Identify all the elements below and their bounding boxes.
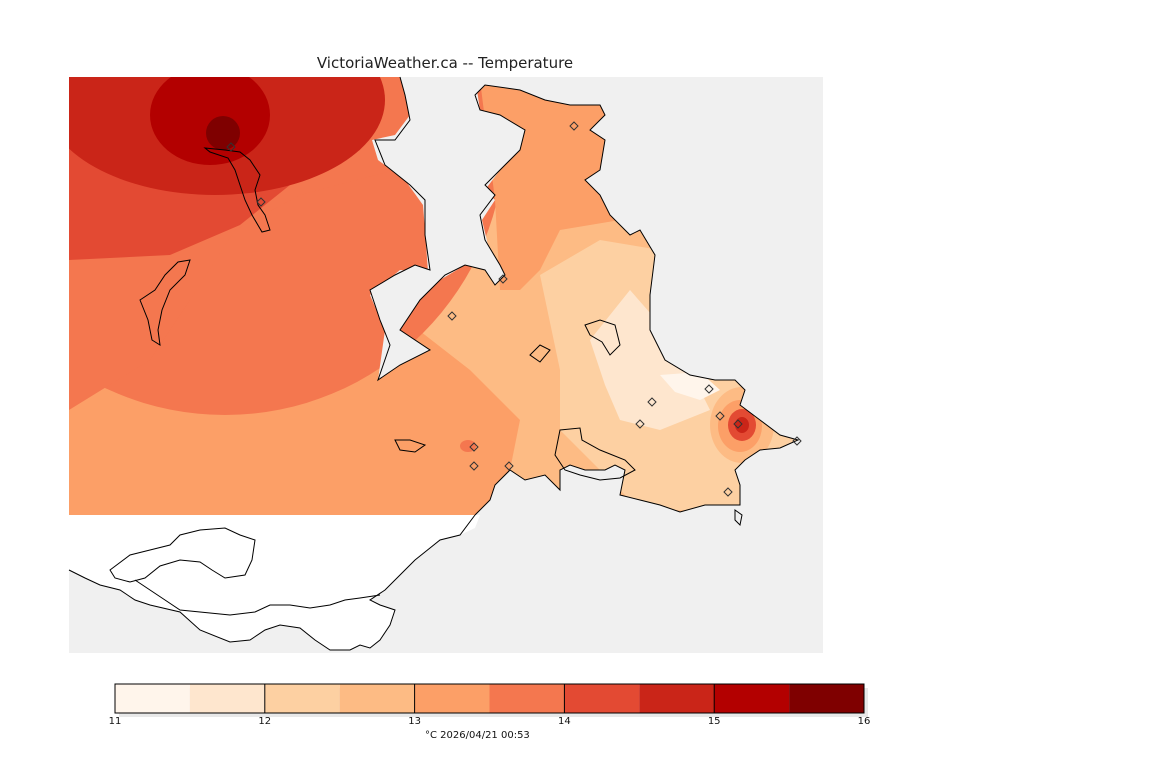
station-marker[interactable] bbox=[498, 274, 508, 284]
station-marker[interactable] bbox=[723, 487, 733, 497]
legend-tick-label: 11 bbox=[108, 716, 122, 727]
station-marker[interactable] bbox=[704, 384, 714, 394]
inlet-water bbox=[370, 77, 525, 380]
color-legend bbox=[114, 683, 868, 717]
legend-swatch bbox=[264, 684, 340, 713]
station-marker[interactable] bbox=[647, 397, 657, 407]
legend-tick-label: 14 bbox=[558, 716, 571, 727]
legend-swatch bbox=[714, 684, 790, 713]
legend-swatch bbox=[789, 684, 864, 713]
coastlines bbox=[68, 76, 800, 651]
legend-swatch bbox=[639, 684, 715, 713]
station-marker[interactable] bbox=[715, 411, 725, 421]
legend-tick-label: 15 bbox=[707, 716, 721, 727]
south-land bbox=[69, 515, 480, 650]
legend-swatch bbox=[489, 684, 565, 713]
legend-tick-label: 12 bbox=[258, 716, 272, 727]
map-title: VictoriaWeather.ca -- Temperature bbox=[316, 54, 574, 72]
legend-tick-label: 16 bbox=[857, 716, 871, 727]
station-marker[interactable] bbox=[256, 197, 266, 207]
station-marker[interactable] bbox=[226, 142, 236, 152]
temperature-field bbox=[69, 77, 798, 515]
station-marker[interactable] bbox=[469, 461, 479, 471]
legend-swatch bbox=[339, 684, 415, 713]
legend-border bbox=[114, 683, 865, 714]
station-marker[interactable] bbox=[792, 436, 802, 446]
weather-stations bbox=[226, 121, 802, 497]
legend-swatch bbox=[115, 684, 190, 713]
station-marker[interactable] bbox=[635, 419, 645, 429]
legend-swatch bbox=[189, 684, 265, 713]
legend-swatch bbox=[564, 684, 640, 713]
station-marker[interactable] bbox=[733, 419, 743, 429]
legend-unit-time: °C 2026/04/21 00:53 bbox=[425, 730, 530, 741]
station-marker[interactable] bbox=[569, 121, 579, 131]
legend-tick-label: 13 bbox=[408, 716, 421, 727]
station-marker[interactable] bbox=[447, 311, 457, 321]
station-marker[interactable] bbox=[504, 461, 514, 471]
legend-swatch bbox=[414, 684, 490, 713]
station-marker[interactable] bbox=[469, 442, 479, 452]
